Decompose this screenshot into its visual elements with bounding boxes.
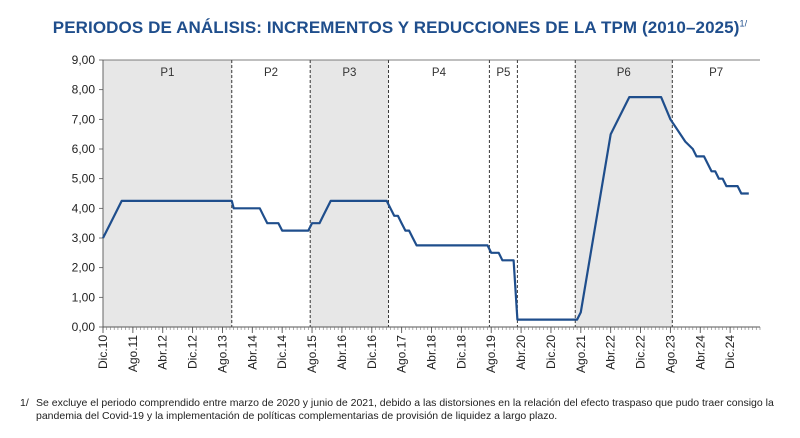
x-tick-label: Dic.16	[365, 335, 379, 369]
period-shading	[103, 60, 673, 327]
chart-title: PERIODOS DE ANÁLISIS: INCREMENTOS Y REDU…	[0, 18, 800, 38]
y-tick-label: 3,00	[72, 231, 96, 245]
x-tick-label: Ago.23	[663, 335, 677, 373]
x-tick-label: Ago.11	[126, 335, 140, 372]
period-labels: P1 P2 P3 P4 P5 P6 P7	[160, 67, 723, 79]
x-tick-label: Dic.12	[186, 335, 200, 369]
period-label-p2: P2	[264, 67, 278, 79]
y-tick-label: 7,00	[72, 112, 96, 126]
period-label-p4: P4	[432, 67, 447, 79]
x-tick-label: Abr.22	[604, 335, 618, 370]
period-shade-p1	[103, 60, 232, 327]
x-tick-label: Dic.24	[723, 335, 737, 369]
x-tick-label: Dic.14	[275, 335, 289, 369]
footnote-mark: 1/	[20, 397, 29, 409]
x-tick-label: Abr.20	[514, 335, 528, 370]
period-label-p7: P7	[709, 67, 723, 79]
x-tick-label: Dic.22	[634, 335, 648, 369]
y-tick-label: 5,00	[72, 172, 96, 186]
x-tick-label: Dic.18	[454, 335, 468, 369]
period-label-p6: P6	[617, 67, 631, 79]
x-tick-label: Dic.20	[544, 335, 558, 369]
title-footnote-mark: 1/	[739, 18, 748, 29]
x-tick-label: Abr.24	[693, 335, 707, 370]
y-axis-ticks: 0,00 1,00 2,00 3,00 4,00 5,00 6,00 7,00 8,00 9,00	[72, 53, 103, 334]
period-separators	[231, 60, 673, 327]
series-line-tpm	[102, 96, 749, 321]
x-tick-label: Abr.16	[335, 335, 349, 370]
series-layer	[102, 96, 749, 321]
footnote-text: Se excluye el periodo comprendido entre …	[36, 397, 774, 422]
period-shade-p6	[575, 60, 673, 327]
y-tick-label: 4,00	[72, 201, 96, 215]
y-tick-label: 6,00	[72, 142, 96, 156]
x-tick-label: Ago.17	[395, 335, 409, 373]
chart-title-text: PERIODOS DE ANÁLISIS: INCREMENTOS Y REDU…	[52, 18, 740, 37]
y-tick-label: 8,00	[72, 83, 96, 97]
x-tick-label: Abr.12	[156, 335, 170, 370]
x-tick-label: Abr.18	[425, 335, 439, 370]
x-tick-label: Dic.10	[96, 335, 110, 369]
x-tick-label: Ago.15	[305, 335, 319, 373]
y-tick-label: 9,00	[72, 53, 96, 67]
period-label-p1: P1	[160, 67, 174, 79]
footnote: 1/ Se excluye el periodo comprendido ent…	[20, 397, 785, 423]
period-shade-p3	[310, 60, 389, 327]
y-tick-label: 1,00	[72, 290, 96, 304]
x-tick-label: Abr.14	[245, 335, 259, 370]
y-tick-label: 2,00	[72, 261, 96, 275]
x-axis-ticks: Dic.10 Ago.11 Abr.12 Dic.12 Ago.13 Abr.14 Dic.…	[96, 327, 761, 373]
period-label-p3: P3	[342, 67, 356, 79]
x-tick-label: Ago.19	[484, 335, 498, 373]
y-tick-label: 0,00	[72, 320, 96, 334]
x-tick-label: Ago.21	[574, 335, 588, 373]
tpm-line-chart: P1 P2 P3 P4 P5 P6 P7 0,00 1,00 2,00 3,00 4,00 5,00 6…	[72, 53, 761, 373]
x-tick-label: Ago.13	[215, 335, 229, 373]
period-label-p5: P5	[496, 67, 510, 79]
